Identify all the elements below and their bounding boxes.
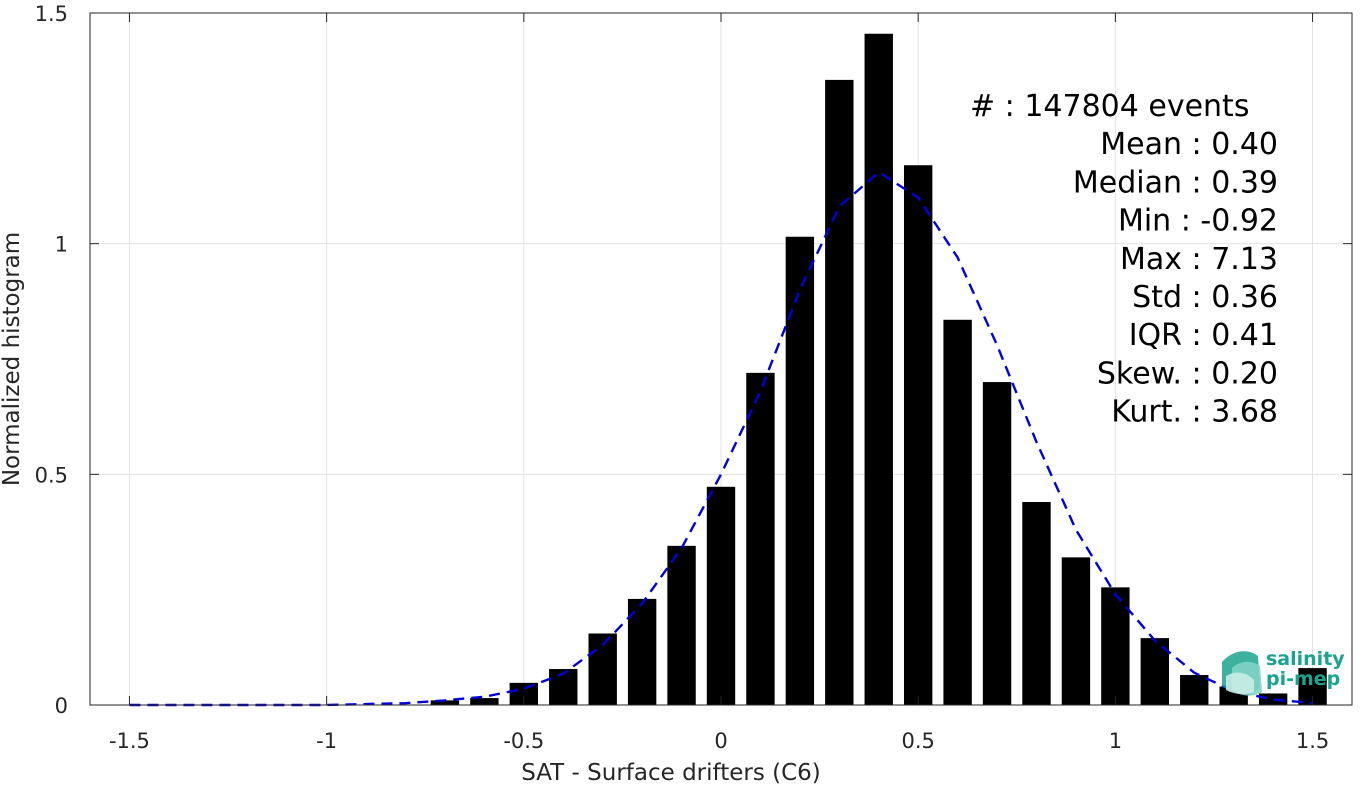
y-tick-label: 1.5	[35, 2, 68, 26]
histogram-bar	[785, 236, 815, 705]
histogram-bar	[1258, 693, 1288, 705]
stats-line: Max : 7.13	[1120, 242, 1278, 277]
bars-layer	[430, 33, 1327, 706]
histogram-bar	[825, 79, 854, 706]
x-axis-label: SAT - Surface drifters (C6)	[521, 760, 821, 785]
histogram-bar	[903, 165, 933, 706]
histogram-bar	[1180, 675, 1209, 705]
stats-line: Median : 0.39	[1073, 165, 1278, 200]
stats-line: IQR : 0.41	[1129, 318, 1278, 353]
histogram-bar	[509, 682, 539, 705]
fit-curve-line	[129, 170, 1313, 707]
histogram-bar	[1061, 557, 1091, 705]
stats-line: Mean : 0.40	[1100, 127, 1278, 162]
y-axis-label: Normalized histogram	[0, 232, 25, 486]
histogram-bar	[746, 372, 775, 705]
histogram-bar	[1101, 587, 1130, 705]
stats-line: # : 147804 events	[970, 89, 1249, 124]
y-tick-label: 0.5	[35, 463, 68, 487]
histogram-bar	[470, 698, 499, 705]
ticks-layer: -1.5 -1 -0.5 0 0.5 1 1.5 0 0.5 1 1.5	[35, 2, 1352, 753]
x-tick-label: -1	[316, 729, 337, 753]
histogram-bar	[1022, 502, 1051, 705]
x-tick-label: 0	[714, 729, 727, 753]
y-tick-label: 0	[55, 694, 68, 718]
logo-text-salinity: salinity	[1266, 648, 1345, 670]
fit-curve-layer	[129, 170, 1313, 707]
y-tick-label: 1	[55, 233, 68, 257]
stats-line: Skew. : 0.20	[1097, 356, 1278, 391]
histogram-bar	[706, 486, 736, 705]
x-tick-label: 1.5	[1296, 729, 1329, 753]
logo-mark-icon	[1222, 651, 1262, 696]
salinity-pimep-logo: salinity pi-mep	[1222, 648, 1345, 696]
stats-line: Kurt. : 3.68	[1111, 395, 1278, 430]
stats-line: Min : -0.92	[1118, 204, 1278, 239]
stats-line: Std : 0.36	[1132, 280, 1278, 315]
logo-text-pimep: pi-mep	[1266, 668, 1340, 690]
histogram-bar	[667, 545, 696, 705]
histogram-bar	[627, 598, 657, 705]
x-tick-label: -0.5	[503, 729, 544, 753]
histogram-bar	[864, 33, 893, 705]
x-tick-label: 0.5	[901, 729, 934, 753]
x-tick-label: 1	[1109, 729, 1122, 753]
x-tick-label: -1.5	[109, 729, 150, 753]
histogram-bar	[549, 669, 578, 705]
histogram-bar	[430, 700, 460, 705]
histogram-bar	[943, 319, 972, 705]
histogram-bar	[982, 382, 1012, 705]
